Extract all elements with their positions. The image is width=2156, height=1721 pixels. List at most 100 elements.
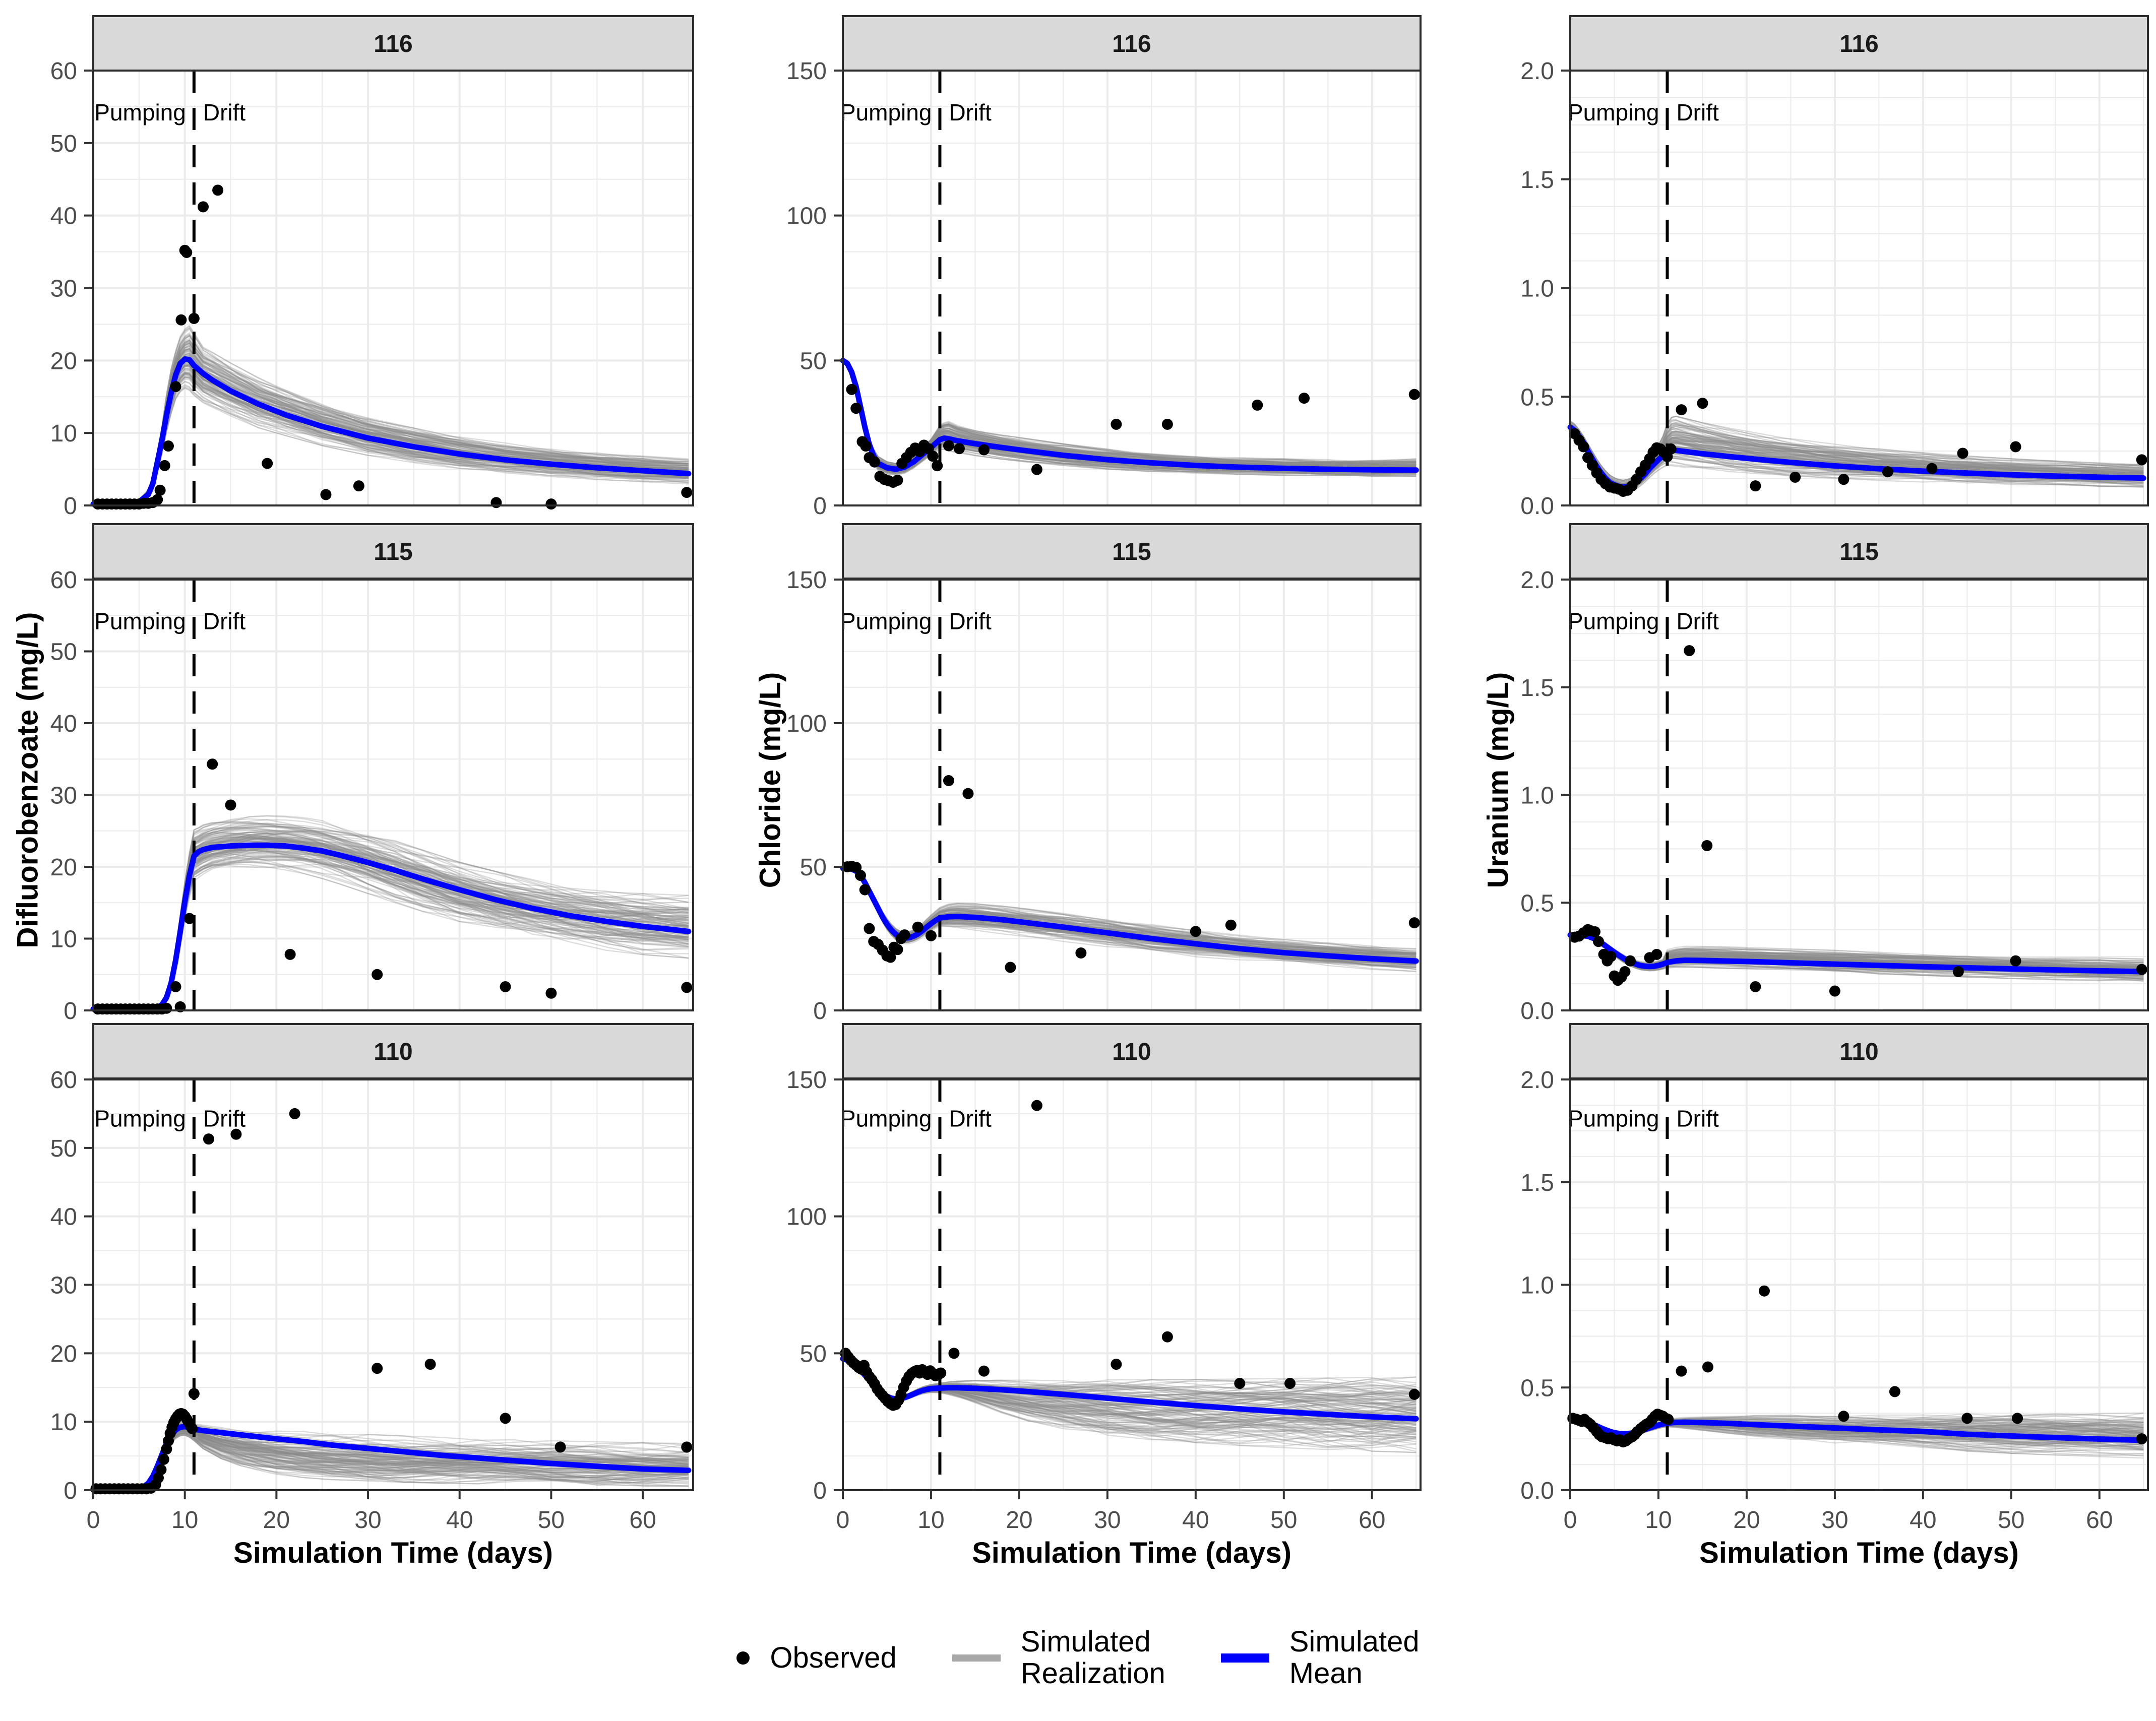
legend-realization-label: Simulated Realization xyxy=(1020,1625,1165,1690)
observed-points xyxy=(1569,645,2147,997)
observed-points xyxy=(92,758,693,1015)
svg-text:0.5: 0.5 xyxy=(1520,1375,1554,1401)
facet-strip: 116 xyxy=(842,15,1422,72)
mean-line xyxy=(90,842,692,1012)
svg-text:0: 0 xyxy=(1564,1507,1577,1534)
y-ticks: 0 50 100 150 xyxy=(786,58,843,520)
x-ticks: 0 10 20 30 40 50 60 xyxy=(836,1490,1385,1534)
svg-text:0.0: 0.0 xyxy=(1520,1478,1554,1504)
y-ticks: 0 50 100 150 xyxy=(786,567,843,1025)
mean-line xyxy=(1567,1416,2146,1443)
svg-text:1.0: 1.0 xyxy=(1520,783,1554,809)
svg-text:0: 0 xyxy=(87,1507,100,1534)
facet-strip: 115 xyxy=(842,523,1422,580)
svg-text:0: 0 xyxy=(813,998,827,1025)
drift-label: Drift xyxy=(949,99,992,125)
svg-text:150: 150 xyxy=(786,567,827,594)
svg-text:20: 20 xyxy=(50,1341,77,1367)
panel-116-uranium: Pumping Drift 116 0.0 0.5 1.0 1.5 2.0 xyxy=(1520,15,2149,520)
panel-115-chloride: Pumping Drift 115 0 50 100 150 xyxy=(786,523,1422,1025)
svg-text:40: 40 xyxy=(50,711,77,737)
svg-text:150: 150 xyxy=(786,58,827,85)
legend-observed-label: Observed xyxy=(770,1641,897,1674)
svg-text:0: 0 xyxy=(836,1507,850,1534)
y-axis-title-uranium: Uranium (mg/L) xyxy=(1482,672,1515,888)
y-ticks: 0 10 20 30 40 50 60 xyxy=(50,58,93,520)
svg-text:30: 30 xyxy=(50,783,77,809)
svg-text:30: 30 xyxy=(50,1272,77,1299)
mean-line-swatch xyxy=(1220,1653,1269,1663)
y-ticks: 0 10 20 30 40 50 60 xyxy=(50,567,93,1025)
svg-text:10: 10 xyxy=(171,1507,198,1534)
svg-text:50: 50 xyxy=(538,1507,565,1534)
svg-text:0: 0 xyxy=(813,493,827,520)
svg-text:20: 20 xyxy=(263,1507,290,1534)
svg-text:30: 30 xyxy=(50,276,77,302)
svg-text:50: 50 xyxy=(50,131,77,157)
pumping-label: Pumping xyxy=(94,1106,186,1132)
svg-text:60: 60 xyxy=(50,58,77,85)
svg-text:100: 100 xyxy=(786,711,827,737)
svg-text:0: 0 xyxy=(813,1478,827,1504)
observed-points xyxy=(840,1100,1420,1411)
panel-116-difluorobenzoate: Pumping Drift 116 0 10 20 30 40 50 60 xyxy=(50,15,694,520)
pumping-label: Pumping xyxy=(1568,1106,1659,1132)
x-axis-title-col1: Simulation Time (days) xyxy=(233,1537,553,1569)
svg-text:50: 50 xyxy=(800,1341,827,1367)
svg-text:50: 50 xyxy=(1998,1507,2024,1534)
pumping-label: Pumping xyxy=(840,1106,932,1132)
svg-text:50: 50 xyxy=(800,348,827,374)
facet-strip: 110 xyxy=(842,1023,1422,1079)
realization-line-swatch xyxy=(952,1654,1001,1662)
svg-text:115: 115 xyxy=(1839,539,1878,565)
svg-text:2.0: 2.0 xyxy=(1520,58,1554,85)
svg-text:20: 20 xyxy=(50,854,77,881)
svg-text:60: 60 xyxy=(50,1067,77,1094)
x-axis-title-col3: Simulation Time (days) xyxy=(1699,1537,2019,1569)
svg-text:100: 100 xyxy=(786,203,827,230)
y-ticks: 0.0 0.5 1.0 1.5 2.0 xyxy=(1520,1067,1570,1504)
observed-points xyxy=(846,384,1420,488)
y-ticks: 0.0 0.5 1.0 1.5 2.0 xyxy=(1520,567,1570,1025)
svg-text:60: 60 xyxy=(629,1507,656,1534)
facet-strip: 115 xyxy=(92,523,694,580)
mean-line xyxy=(840,357,1419,473)
svg-text:30: 30 xyxy=(354,1507,381,1534)
svg-text:0: 0 xyxy=(64,493,77,520)
svg-text:50: 50 xyxy=(1270,1507,1297,1534)
x-ticks: 0 10 20 30 40 50 60 xyxy=(1564,1490,2113,1534)
panel-115-difluorobenzoate: Pumping Drift 115 0 10 20 30 40 50 60 xyxy=(50,523,694,1025)
mean-line xyxy=(90,356,692,507)
svg-text:60: 60 xyxy=(1359,1507,1385,1534)
observed-points xyxy=(841,775,1420,973)
svg-text:10: 10 xyxy=(50,420,77,447)
facet-strip: 116 xyxy=(1569,15,2149,72)
drift-label: Drift xyxy=(203,1106,246,1132)
svg-text:0.0: 0.0 xyxy=(1520,493,1554,520)
svg-text:20: 20 xyxy=(50,348,77,374)
svg-text:30: 30 xyxy=(1821,1507,1848,1534)
drift-label: Drift xyxy=(203,608,246,634)
drift-label: Drift xyxy=(1676,608,1719,634)
svg-text:50: 50 xyxy=(50,639,77,666)
svg-text:116: 116 xyxy=(1839,31,1878,57)
drift-label: Drift xyxy=(203,99,246,125)
svg-text:40: 40 xyxy=(446,1507,473,1534)
pumping-label: Pumping xyxy=(840,608,932,634)
svg-text:116: 116 xyxy=(1112,31,1151,57)
svg-text:110: 110 xyxy=(1112,1039,1151,1065)
legend: Observed Simulated Realization Simulated… xyxy=(0,1605,2156,1711)
panel-116-chloride: Pumping Drift 116 0 50 100 150 xyxy=(786,15,1422,520)
svg-text:2.0: 2.0 xyxy=(1520,1067,1554,1094)
panel-110-chloride: Pumping Drift 110 0 50 100 150 0 10 20 30 40 50 60 xyxy=(786,1023,1422,1534)
facet-strip: 110 xyxy=(92,1023,694,1079)
svg-text:1.5: 1.5 xyxy=(1520,1170,1554,1196)
pumping-label: Pumping xyxy=(94,608,186,634)
svg-text:10: 10 xyxy=(917,1507,944,1534)
svg-text:1.0: 1.0 xyxy=(1520,276,1554,302)
x-axis-title-col2: Simulation Time (days) xyxy=(972,1537,1291,1569)
svg-text:0.5: 0.5 xyxy=(1520,890,1554,917)
svg-text:50: 50 xyxy=(50,1135,77,1162)
